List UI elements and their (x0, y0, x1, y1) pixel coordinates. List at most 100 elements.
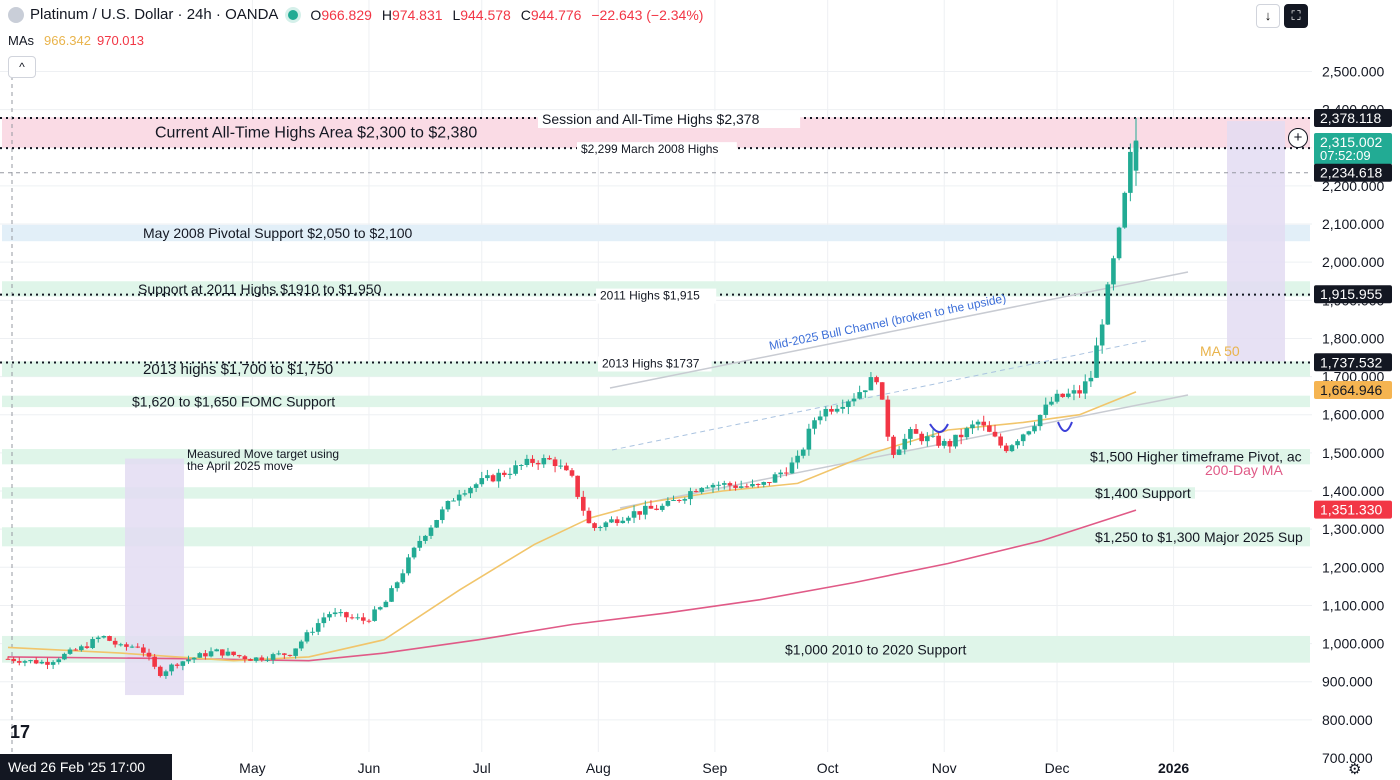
candle (620, 516, 626, 524)
crosshair-date-label: Wed 26 Feb '25 17:00 (0, 754, 172, 780)
fullscreen-icon[interactable]: ⛶ (1284, 4, 1308, 28)
candle-body (659, 505, 665, 510)
candle-body (1099, 324, 1105, 346)
candle-body (73, 649, 78, 651)
candle-body (513, 465, 518, 474)
candle-body (569, 470, 575, 476)
candle (248, 658, 253, 661)
candle-body (174, 664, 180, 666)
candle-body (163, 671, 169, 676)
candle (857, 385, 862, 400)
candle (67, 647, 73, 655)
zone-label: 2013 highs $1,700 to $1,750 (143, 361, 333, 378)
price-label: 1,737.532 (1314, 353, 1392, 372)
candle (733, 481, 738, 491)
candle-body (152, 656, 157, 667)
candle-body (885, 399, 891, 437)
time-axis-tick: Sep (702, 760, 727, 776)
candle (1122, 191, 1128, 229)
candle-body (107, 636, 112, 641)
ma50-label: MA 50 (1200, 343, 1240, 359)
candle-body (795, 455, 800, 463)
candle-body (231, 651, 236, 656)
candle-body (688, 491, 693, 500)
candle-body (1049, 401, 1054, 405)
price-label-bg (1314, 380, 1392, 399)
settings-gear-icon[interactable]: ⚙ (1348, 761, 1362, 778)
price-label-bg (1314, 285, 1392, 304)
candle (716, 481, 721, 491)
time-axis-tick: Dec (1045, 760, 1070, 776)
candle (332, 607, 338, 617)
add-alert-icon[interactable]: + (1288, 128, 1308, 148)
candle (1094, 337, 1099, 378)
candle-body (597, 527, 603, 529)
candle-body (259, 657, 265, 660)
candle (767, 482, 772, 486)
candle (1077, 385, 1082, 398)
candle (902, 433, 908, 455)
candle (298, 639, 304, 651)
candle (473, 482, 479, 493)
candle (614, 516, 620, 526)
candle-body (157, 666, 163, 676)
candle-body (327, 614, 332, 618)
candle-body (992, 431, 998, 437)
candle (485, 469, 490, 481)
candle-body (180, 661, 186, 666)
high-value: 974.831 (391, 6, 443, 23)
price-label-bg (1314, 163, 1392, 182)
level-line: 2011 Highs $1,915 (0, 288, 1312, 304)
price-label-bg (1314, 108, 1392, 127)
candle-body (925, 436, 930, 442)
candle (755, 483, 761, 488)
candle-body (141, 647, 146, 653)
candle (603, 521, 609, 531)
mas-label: MAs (8, 33, 34, 48)
candle (231, 651, 236, 657)
low-value: 944.578 (460, 6, 511, 23)
candle (1105, 282, 1111, 326)
symbol-title[interactable]: Platinum / U.S. Dollar · 24h · OANDA (30, 6, 279, 23)
price-axis: 700.000 800.000 900.000 1,000.000 1,100.000 1… (1312, 0, 1400, 766)
candle-body (135, 646, 141, 648)
price-label-text: 2,234.618 (1320, 165, 1382, 181)
candle-body (987, 425, 992, 432)
candle-body (530, 458, 535, 463)
download-icon[interactable]: ↓ (1256, 4, 1280, 28)
candle (456, 489, 462, 506)
candle-body (445, 501, 451, 510)
time-axis-tick: May (239, 760, 265, 776)
candle (400, 569, 406, 584)
candle (282, 653, 287, 659)
candle (28, 659, 33, 664)
candle-body (236, 655, 242, 657)
collapse-legend-button[interactable]: ^ (8, 56, 36, 78)
candle-body (225, 651, 231, 656)
candle (879, 382, 885, 400)
price-label-text: 1,351.330 (1320, 502, 1382, 518)
candle-body (727, 483, 733, 486)
candle-body (868, 377, 874, 391)
candle-body (953, 434, 958, 447)
candle-body (964, 428, 970, 438)
price-axis-tick: 1,300.000 (1322, 521, 1384, 537)
candle (592, 522, 597, 531)
price-label-text: 1,737.532 (1320, 354, 1382, 370)
candle-body (146, 652, 152, 657)
moving-averages-legend[interactable]: MAs 966.342 970.013 (8, 33, 144, 48)
candle (259, 655, 265, 662)
candle-body (930, 435, 936, 437)
candle-body (806, 428, 812, 450)
candle (11, 656, 16, 664)
candle (925, 432, 930, 447)
candle (569, 467, 575, 478)
candle-body (276, 653, 282, 655)
candle (349, 614, 355, 620)
candle-body (1071, 390, 1077, 394)
candle (135, 643, 141, 649)
candle-body (970, 424, 975, 429)
price-axis-tick: 900.000 (1322, 674, 1373, 690)
candle (558, 459, 564, 470)
